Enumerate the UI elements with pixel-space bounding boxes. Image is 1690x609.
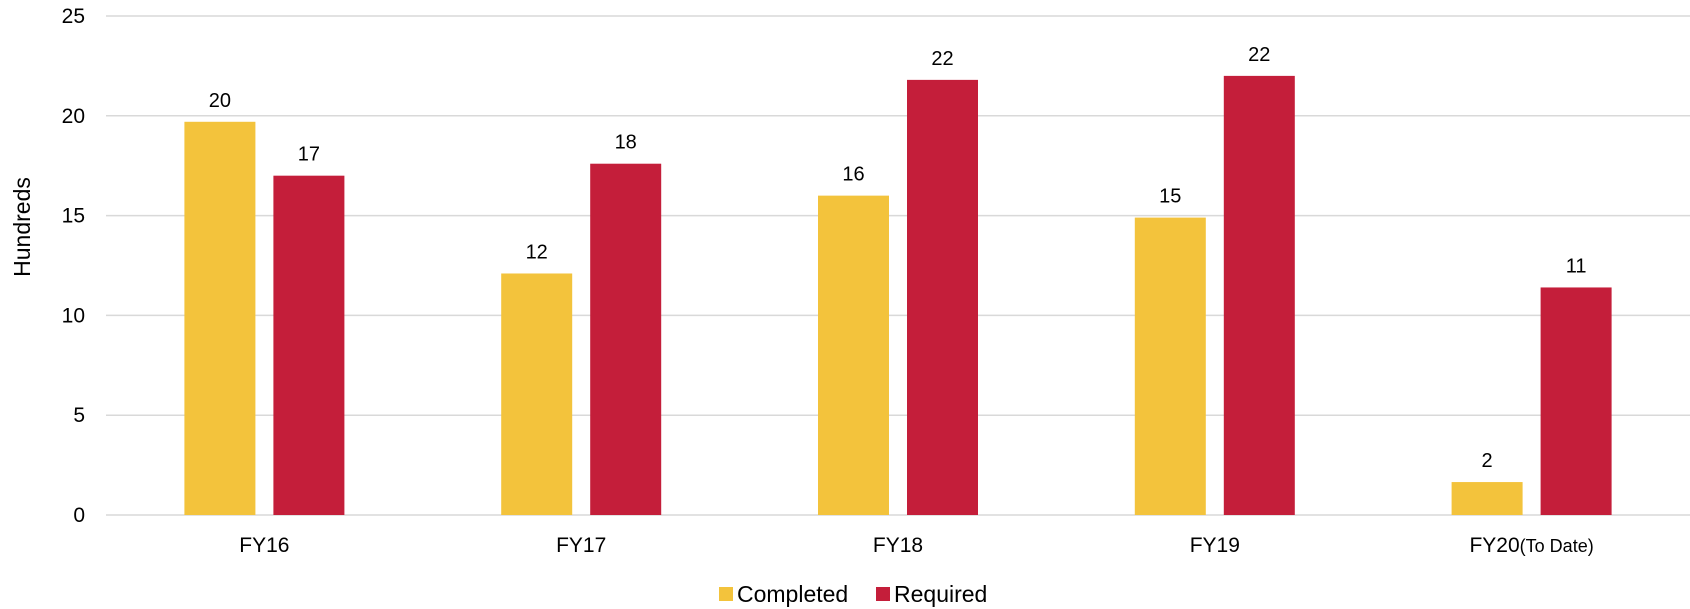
y-axis-label: Hundreds xyxy=(9,177,35,277)
y-tick-label: 20 xyxy=(62,105,85,128)
data-label: 16 xyxy=(842,164,864,186)
x-tick-label-main: FY20 xyxy=(1469,534,1519,557)
x-tick-label: FY20(To Date) xyxy=(1469,534,1593,557)
x-tick-label-suffix: (To Date) xyxy=(1520,536,1594,556)
legend: Completed Required xyxy=(719,581,987,607)
x-tick-label: FY18 xyxy=(873,534,923,557)
legend-label: Required xyxy=(894,581,987,607)
legend-item-required: Required xyxy=(876,581,987,607)
x-axis-ticks: FY16 FY17 FY18 FY19 FY20(To Date) xyxy=(239,534,1593,557)
bar-required-3 xyxy=(1223,75,1295,515)
x-tick-label: FY19 xyxy=(1190,534,1240,557)
data-label: 12 xyxy=(526,241,548,263)
legend-label: Completed xyxy=(737,581,848,607)
legend-item-completed: Completed xyxy=(719,581,848,607)
data-label: 11 xyxy=(1566,255,1587,277)
bar-completed-2 xyxy=(818,195,889,515)
y-tick-label: 25 xyxy=(62,5,85,28)
x-tick-label: FY16 xyxy=(239,534,289,557)
data-label: 17 xyxy=(298,144,320,166)
bars xyxy=(184,75,1612,516)
bar-completed-0 xyxy=(184,121,256,516)
bar-completed-3 xyxy=(1134,217,1206,515)
gridlines xyxy=(106,15,1690,516)
y-tick-label: 0 xyxy=(73,504,85,527)
bar-required-0 xyxy=(273,175,345,515)
data-label: 22 xyxy=(1248,44,1270,66)
y-tick-label: 10 xyxy=(62,304,85,327)
data-label: 15 xyxy=(1159,186,1181,208)
bar-completed-4 xyxy=(1451,482,1523,515)
x-tick-label-main: FY18 xyxy=(873,534,923,557)
legend-swatch xyxy=(719,587,733,601)
bar-required-2 xyxy=(907,79,978,515)
bar-required-1 xyxy=(590,163,662,516)
data-label: 18 xyxy=(615,132,637,154)
legend-swatch xyxy=(876,587,890,601)
data-label: 2 xyxy=(1482,450,1493,472)
y-axis-ticks: 0 5 10 15 20 25 xyxy=(62,5,85,527)
x-tick-label-main: FY16 xyxy=(239,534,289,557)
y-tick-label: 5 xyxy=(73,404,85,427)
bar-completed-1 xyxy=(501,273,573,515)
bar-required-4 xyxy=(1540,287,1612,515)
x-tick-label-main: FY19 xyxy=(1190,534,1240,557)
data-label: 20 xyxy=(209,90,231,112)
x-tick-label-main: FY17 xyxy=(556,534,606,557)
y-tick-label: 15 xyxy=(62,205,85,228)
data-label: 22 xyxy=(931,48,953,70)
x-tick-label: FY17 xyxy=(556,534,606,557)
